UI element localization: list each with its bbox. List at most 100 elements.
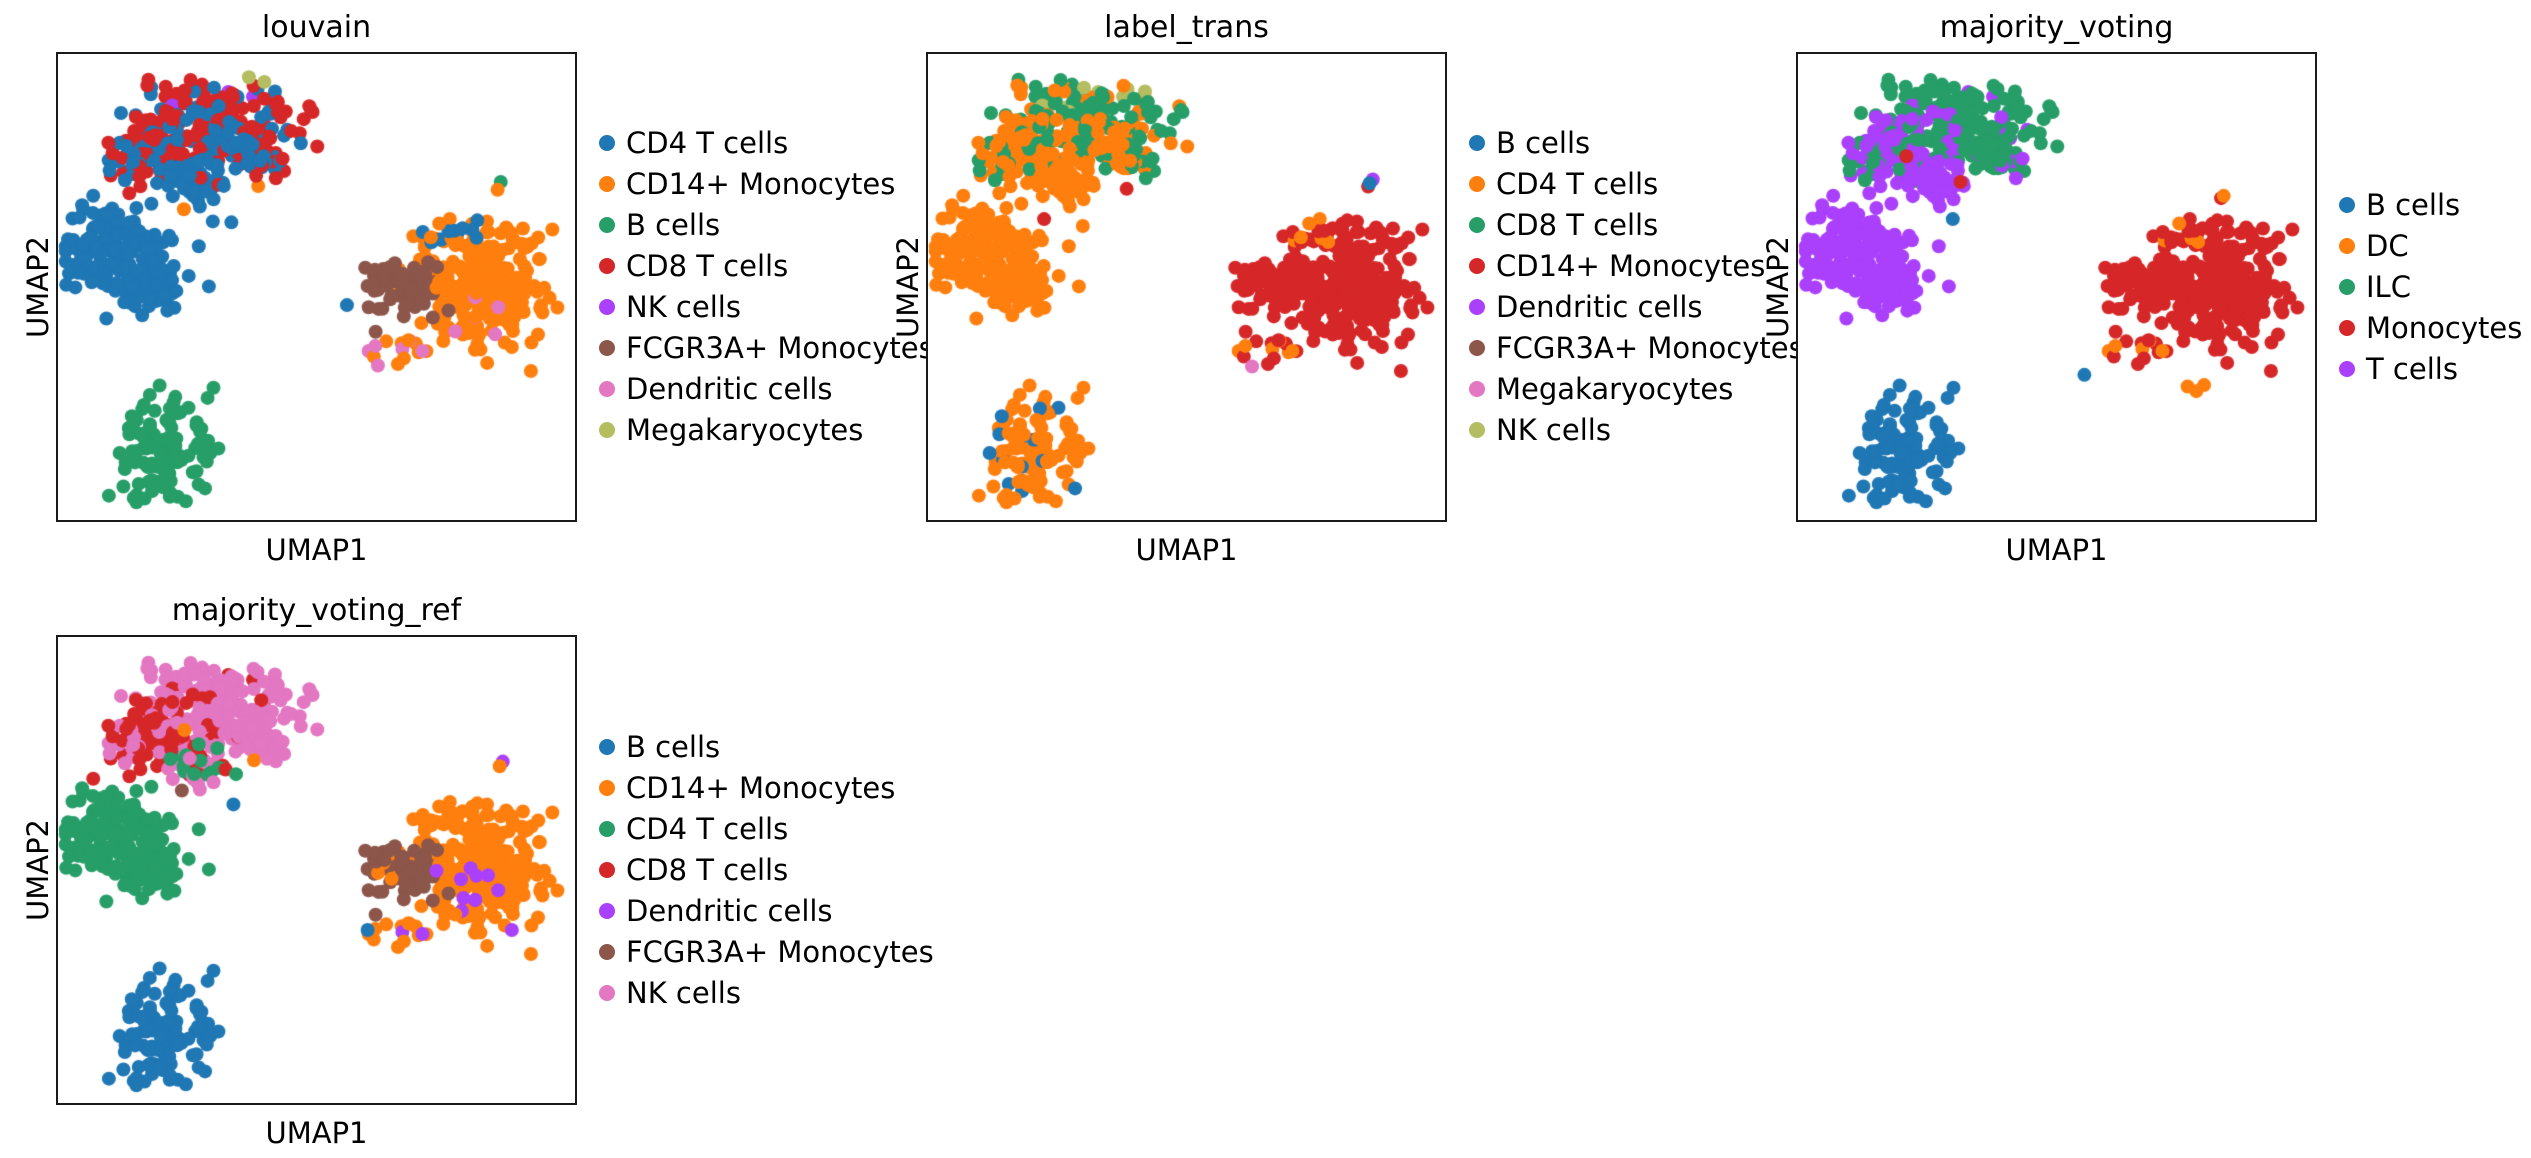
legend-dot-orange <box>599 176 615 192</box>
panel-title-majority_voting: majority_voting <box>1939 10 2174 45</box>
legend-label: CD14+ Monocytes <box>626 770 896 805</box>
legend-dot-red <box>599 258 615 274</box>
legend-dot-purple <box>2339 360 2355 377</box>
legend-item: Dendritic cells <box>599 891 934 932</box>
legend-label: FCGR3A+ Monocytes <box>626 934 934 969</box>
plot-area-louvain <box>56 52 577 522</box>
legend-majority_voting_ref: B cells CD14+ Monocytes CD4 T cells CD8 T c… <box>599 727 934 1014</box>
legend-dot-orange <box>599 779 615 796</box>
legend-item: NK cells <box>1469 410 1804 451</box>
x-axis-label-majority_voting_ref: UMAP1 <box>265 1116 368 1150</box>
legend-item: B cells <box>1469 123 1804 164</box>
legend-label: CD4 T cells <box>626 126 789 160</box>
x-axis-label-majority_voting: UMAP1 <box>2005 533 2108 567</box>
legend-label: FCGR3A+ Monocytes <box>626 331 934 365</box>
scatter-canvas-majority_voting_ref <box>58 637 574 1102</box>
legend-item: CD8 T cells <box>1469 205 1804 246</box>
plot-area-majority_voting_ref <box>56 635 577 1105</box>
legend-label: Megakaryocytes <box>626 413 864 447</box>
legend-dot-red <box>2339 319 2355 336</box>
legend-dot-red <box>599 861 615 878</box>
legend-label: T cells <box>2366 351 2458 386</box>
legend-dot-red <box>1469 258 1485 274</box>
legend-label: NK cells <box>1496 413 1611 447</box>
legend-dot-green <box>2339 278 2355 295</box>
legend-item: Monocytes <box>2339 308 2522 349</box>
legend-label: CD4 T cells <box>1496 167 1659 201</box>
legend-dot-green <box>1469 217 1485 233</box>
legend-item: B cells <box>599 727 934 768</box>
legend-dot-green <box>599 217 615 233</box>
legend-label: ILC <box>2366 269 2411 304</box>
legend-label: Dendritic cells <box>626 372 833 406</box>
legend-item: Megakaryocytes <box>1469 369 1804 410</box>
legend-dot-pink <box>599 984 615 1001</box>
panel-title-majority_voting_ref: majority_voting_ref <box>171 593 462 628</box>
x-axis-label-label_trans: UMAP1 <box>1135 533 1238 567</box>
y-axis-label-louvain: UMAP2 <box>21 235 55 339</box>
legend-label: Dendritic cells <box>1496 290 1703 324</box>
legend-item: CD14+ Monocytes <box>599 768 934 809</box>
plot-area-majority_voting <box>1796 52 2317 522</box>
legend-item: T cells <box>2339 349 2522 390</box>
legend-dot-pink <box>599 381 615 397</box>
legend-label: CD14+ Monocytes <box>626 167 896 201</box>
legend-item: NK cells <box>599 287 934 328</box>
legend-dot-brown <box>599 943 615 960</box>
legend-item: NK cells <box>599 973 934 1014</box>
legend-item: B cells <box>599 205 934 246</box>
y-axis-label-majority_voting_ref: UMAP2 <box>21 818 55 922</box>
legend-item: CD4 T cells <box>599 809 934 850</box>
legend-majority_voting: B cells DC ILC Monocytes T cells <box>2339 185 2522 390</box>
legend-item: Dendritic cells <box>599 369 934 410</box>
legend-label: Dendritic cells <box>626 893 833 928</box>
legend-dot-brown <box>1469 340 1485 356</box>
legend-dot-orange <box>1469 176 1485 192</box>
legend-label: CD8 T cells <box>626 249 789 283</box>
legend-label: NK cells <box>626 975 741 1010</box>
legend-label: CD14+ Monocytes <box>1496 249 1766 283</box>
legend-dot-purple <box>599 902 615 919</box>
legend-label: DC <box>2366 228 2409 263</box>
legend-label: Monocytes <box>2366 310 2523 345</box>
legend-item: FCGR3A+ Monocytes <box>599 328 934 369</box>
legend-label: FCGR3A+ Monocytes <box>1496 331 1804 365</box>
legend-dot-blue <box>2339 196 2355 213</box>
legend-item: CD8 T cells <box>599 850 934 891</box>
legend-label: B cells <box>2366 187 2461 222</box>
scatter-canvas-louvain <box>58 54 574 519</box>
legend-label: NK cells <box>626 290 741 324</box>
legend-label: CD8 T cells <box>1496 208 1659 242</box>
legend-louvain: CD4 T cells CD14+ Monocytes B cells CD8 T c… <box>599 123 934 451</box>
legend-dot-purple <box>599 299 615 315</box>
legend-label: B cells <box>626 729 721 764</box>
legend-dot-brown <box>599 340 615 356</box>
legend-item: DC <box>2339 226 2522 267</box>
legend-item: CD4 T cells <box>599 123 934 164</box>
panel-title-louvain: louvain <box>261 10 372 45</box>
panel-title-label_trans: label_trans <box>1104 10 1269 45</box>
legend-dot-blue <box>599 135 615 151</box>
legend-dot-blue <box>1469 135 1485 151</box>
x-axis-label-louvain: UMAP1 <box>265 533 368 567</box>
legend-item: CD4 T cells <box>1469 164 1804 205</box>
legend-item: FCGR3A+ Monocytes <box>599 932 934 973</box>
scatter-canvas-majority_voting <box>1798 54 2314 519</box>
legend-label: CD4 T cells <box>626 811 789 846</box>
legend-dot-pink <box>1469 381 1485 397</box>
legend-dot-purple <box>1469 299 1485 315</box>
y-axis-label-majority_voting: UMAP2 <box>1761 235 1795 339</box>
legend-item: FCGR3A+ Monocytes <box>1469 328 1804 369</box>
legend-dot-blue <box>599 738 615 755</box>
legend-label: CD8 T cells <box>626 852 789 887</box>
legend-dot-green <box>599 820 615 837</box>
legend-dot-olive <box>599 422 615 438</box>
legend-dot-orange <box>2339 237 2355 254</box>
legend-label: B cells <box>1496 126 1591 160</box>
y-axis-label-label_trans: UMAP2 <box>891 235 925 339</box>
legend-item: Megakaryocytes <box>599 410 934 451</box>
legend-item: B cells <box>2339 185 2522 226</box>
legend-label_trans: B cells CD4 T cells CD8 T cells CD14+ Monoc… <box>1469 123 1804 451</box>
legend-item: CD8 T cells <box>599 246 934 287</box>
